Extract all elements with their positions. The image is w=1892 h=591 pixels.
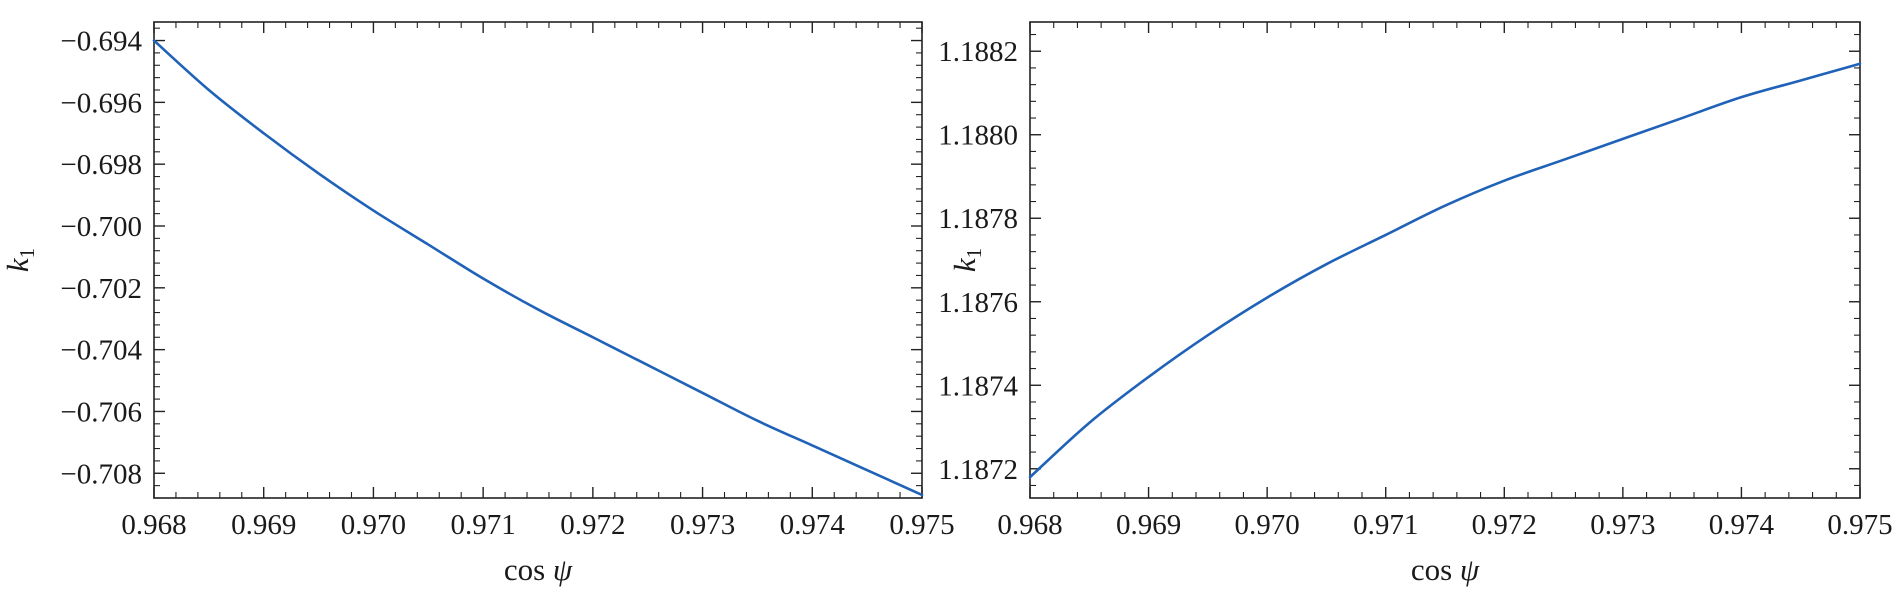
x-axis-label-main: cos	[1411, 552, 1460, 587]
series-line-1	[152, 39, 924, 497]
y-tick-label: 1.1880	[938, 120, 1018, 152]
x-axis-label-symbol: ψ	[1460, 552, 1480, 587]
y-tick-label: −0.698	[60, 149, 142, 181]
x-tick-label: 0.968	[997, 509, 1062, 541]
y-tick-label: 1.1872	[938, 454, 1018, 486]
x-tick-label: 0.973	[1590, 509, 1655, 541]
y-tick-label: 1.1874	[938, 370, 1018, 402]
x-tick-label: 0.972	[560, 509, 625, 541]
y-tick-label: 1.1876	[938, 287, 1018, 319]
y-tick-label: −0.700	[60, 211, 142, 243]
y-axis-label-main: k	[947, 257, 982, 272]
x-axis-label: cos ψ	[1411, 552, 1480, 587]
x-tick-label: 0.969	[231, 509, 296, 541]
y-axis-label-main: k	[0, 257, 35, 272]
x-tick-label: 0.969	[1116, 509, 1181, 541]
x-tick-label: 0.975	[1827, 509, 1892, 541]
y-tick-label: −0.694	[60, 26, 142, 58]
y-tick-label: 1.1882	[938, 36, 1018, 68]
x-axis-label-symbol: ψ	[553, 552, 573, 587]
y-tick-label: −0.696	[60, 87, 142, 119]
x-tick-label: 0.973	[670, 509, 735, 541]
x-axis-label: cos ψ	[504, 552, 573, 587]
x-tick-label: 0.975	[889, 509, 954, 541]
y-tick-label: 1.1878	[938, 203, 1018, 235]
x-tick-label: 0.971	[451, 509, 516, 541]
y-axis-label: k1	[947, 248, 986, 272]
y-axis-label-subscript: 1	[15, 248, 39, 259]
y-tick-label: −0.702	[60, 273, 142, 305]
y-tick-label: −0.708	[60, 458, 142, 490]
x-tick-label: 0.971	[1353, 509, 1418, 541]
series-line-1	[1028, 62, 1862, 479]
y-axis-label: k1	[0, 248, 39, 272]
plot-frame	[1029, 21, 1861, 499]
x-tick-label: 0.968	[121, 509, 186, 541]
chart-2: 0.968 0.969 0.970 0.971 0.972 0.973 0.974 0.975…	[938, 21, 1892, 587]
y-tick-label: −0.706	[60, 396, 142, 428]
x-tick-label: 0.970	[341, 509, 406, 541]
plot-frame	[153, 21, 923, 499]
x-tick-label: 0.974	[1709, 509, 1775, 541]
x-tick-label: 0.974	[780, 509, 846, 541]
x-tick-label: 0.970	[1235, 509, 1300, 541]
x-tick-label: 0.972	[1472, 509, 1537, 541]
y-tick-label: −0.704	[60, 335, 142, 367]
chart-1: 0.968 0.969 0.970 0.971 0.972 0.973 0.974 0.975…	[0, 21, 955, 587]
x-axis-label-main: cos	[504, 552, 553, 587]
y-axis-label-subscript: 1	[962, 248, 986, 259]
